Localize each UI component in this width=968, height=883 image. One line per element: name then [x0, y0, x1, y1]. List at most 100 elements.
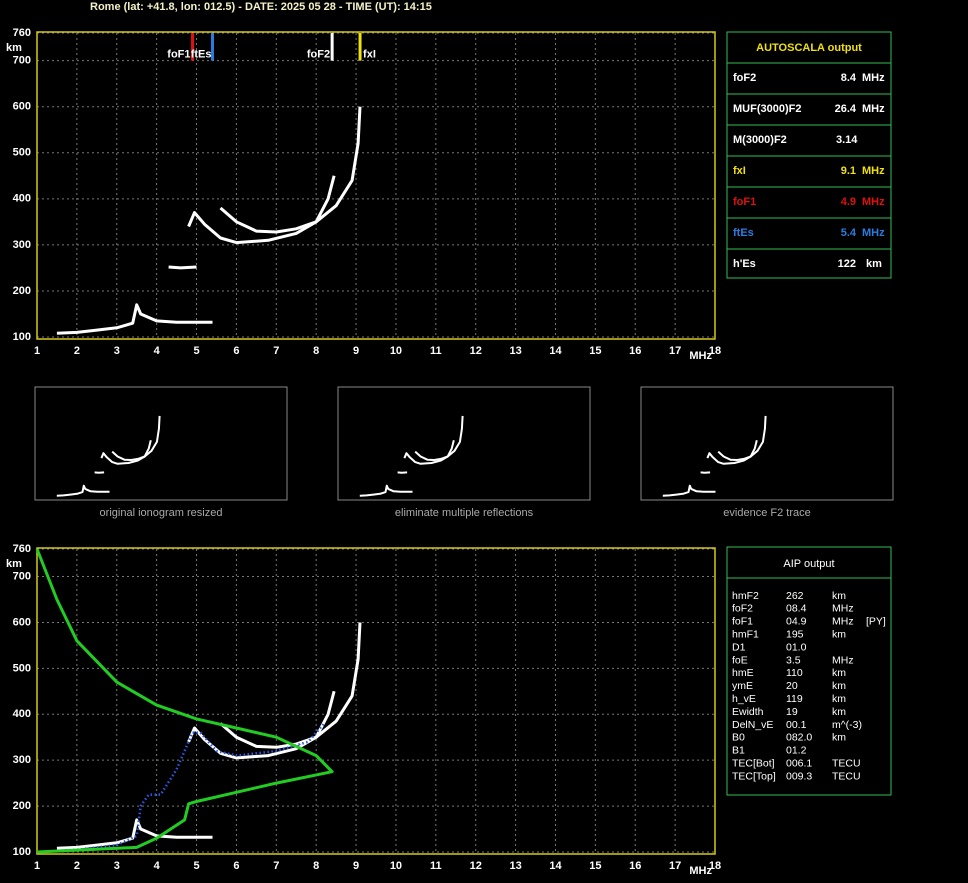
aip-cell: 262 [786, 590, 804, 602]
trace [187, 690, 336, 760]
y-tick-label: 760 [13, 27, 31, 39]
aip-cell: Ewidth [732, 706, 764, 718]
autoscala-table [726, 31, 892, 279]
aip-table [726, 546, 892, 796]
x-tick-label: 14 [549, 345, 562, 357]
x-tick-label: 5 [193, 860, 199, 872]
aip-cell: B1 [732, 745, 745, 757]
aip-cell: foE [732, 654, 748, 666]
x-tick-label: 7 [273, 860, 279, 872]
trace [111, 415, 161, 461]
x-tick-label: 8 [313, 345, 319, 357]
aip-cell: TECU [832, 757, 861, 769]
y-tick-label: 300 [13, 239, 31, 251]
aip-cell: MHz [832, 616, 854, 628]
aip-cell: MHz [832, 654, 854, 666]
x-tick-label: 5 [193, 345, 199, 357]
aip-cell: hmF1 [732, 628, 759, 640]
x-axis-label: MHz [689, 865, 712, 877]
row-label: ftEs [733, 227, 754, 239]
trace [359, 484, 413, 497]
row-label: foF1 [733, 196, 756, 208]
plot-frame [36, 31, 716, 340]
aip-cell: km [832, 680, 846, 692]
aip-cell: km [832, 590, 846, 602]
aip-cell: 20 [786, 680, 798, 692]
x-tick-label: 14 [549, 860, 562, 872]
aip-cell: 110 [786, 667, 803, 679]
row-unit: MHz [862, 196, 885, 208]
y-tick-label: 400 [13, 708, 31, 720]
y-tick-label: 700 [13, 570, 31, 582]
aip-cell: hmE [732, 667, 754, 679]
x-tick-label: 7 [273, 345, 279, 357]
aip-cell: km [832, 732, 846, 744]
aip-cell: DelN_vE [732, 719, 773, 731]
x-tick-label: 11 [430, 860, 442, 872]
trace [662, 484, 716, 497]
row-unit: MHz [862, 227, 885, 239]
autoscala-title: AUTOSCALA output [756, 42, 862, 54]
row-value: 5.4 [841, 227, 857, 239]
row-label: MUF(3000)F2 [733, 103, 801, 115]
aip-cell: 006.1 [786, 757, 812, 769]
x-tick-label: 6 [233, 860, 239, 872]
thumbnail [34, 386, 288, 501]
x-tick-label: 3 [114, 345, 120, 357]
y-tick-label: 200 [13, 800, 31, 812]
trace [56, 818, 213, 850]
x-tick-label: 6 [233, 345, 239, 357]
aip-cell: 00.1 [786, 719, 807, 731]
aip-cell: 195 [786, 628, 804, 640]
x-tick-label: 2 [74, 860, 80, 872]
x-tick-label: 4 [154, 860, 161, 872]
aip-cell: ymE [732, 680, 753, 692]
x-tick-label: 17 [669, 345, 681, 357]
row-label: M(3000)F2 [733, 134, 787, 146]
page-title: Rome (lat: +41.8, lon: 012.5) - DATE: 20… [90, 1, 432, 13]
aip-cell: 119 [786, 693, 803, 705]
aip-cell: 009.3 [786, 770, 812, 782]
trace [36, 722, 326, 854]
aip-cell: TEC[Top] [732, 770, 776, 782]
row-value: 26.4 [835, 103, 857, 115]
row-value: 122 [838, 258, 856, 270]
thumbnail-caption: original ionogram resized [100, 507, 223, 519]
y-tick-label: 200 [13, 285, 31, 297]
trace [168, 265, 197, 270]
aip-cell: 04.9 [786, 616, 807, 628]
x-tick-label: 2 [74, 345, 80, 357]
row-value: 3.14 [836, 134, 858, 146]
aip-cell: 08.4 [786, 603, 807, 615]
x-tick-label: 1 [34, 345, 40, 357]
trace [219, 622, 362, 749]
y-tick-label: 500 [13, 662, 31, 674]
marker-label: ftEs [191, 49, 212, 61]
y-tick-label: 500 [13, 147, 31, 159]
aip-cell: foF1 [732, 616, 753, 628]
aip-cell: 082.0 [786, 732, 812, 744]
x-tick-label: 18 [709, 345, 721, 357]
aip-cell: [PY] [866, 616, 886, 628]
x-tick-label: 17 [669, 860, 681, 872]
aip-cell: km [832, 667, 846, 679]
marker-label: fxI [363, 49, 376, 61]
aip-cell: TECU [832, 770, 861, 782]
y-tick-label: 600 [13, 616, 31, 628]
aip-cell: 3.5 [786, 654, 801, 666]
trace [414, 415, 464, 461]
y-tick-label: 100 [13, 331, 31, 343]
aip-cell: km [832, 706, 846, 718]
marker-label: foF1 [167, 49, 190, 61]
aip-cell: 01.2 [786, 745, 807, 757]
row-value: 4.9 [841, 196, 856, 208]
y-tick-label: 760 [13, 543, 31, 555]
x-tick-label: 15 [589, 860, 601, 872]
x-tick-label: 4 [154, 345, 161, 357]
x-tick-label: 13 [509, 860, 521, 872]
aip-cell: 19 [786, 706, 798, 718]
y-tick-label: 400 [13, 193, 31, 205]
x-tick-label: 15 [589, 345, 601, 357]
aip-cell: h_vE [732, 693, 756, 705]
x-tick-label: 12 [470, 345, 482, 357]
